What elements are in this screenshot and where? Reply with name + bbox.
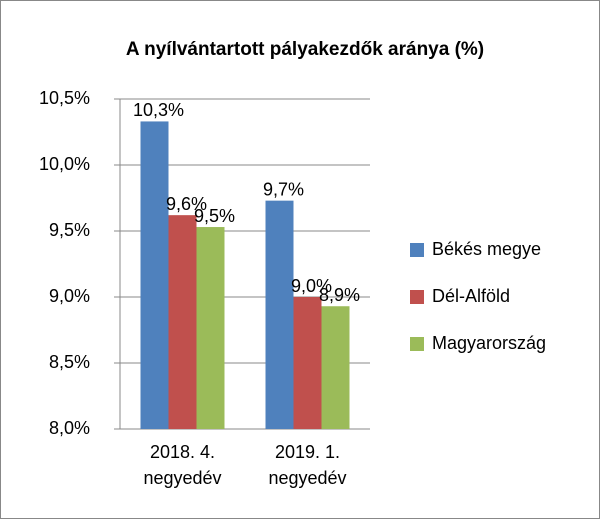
legend-label: Békés megye: [432, 239, 541, 259]
legend-swatch: [410, 337, 424, 351]
y-tick-label: 10,5%: [39, 88, 90, 108]
value-label: 9,7%: [263, 179, 304, 199]
value-label: 9,0%: [291, 276, 332, 296]
bar: [140, 121, 169, 429]
y-tick-label: 8,5%: [49, 352, 90, 372]
bar: [321, 306, 350, 429]
y-tick-label: 9,0%: [49, 286, 90, 306]
bar: [265, 200, 294, 429]
chart-title: A nyílvántartott pályakezdők aránya (%): [126, 39, 484, 60]
y-tick-label: 8,0%: [49, 418, 90, 438]
legend-label: Magyarország: [432, 333, 546, 353]
x-tick-label: 2019. 1. negyedév: [268, 442, 347, 488]
value-label: 10,3%: [133, 100, 184, 120]
value-label: 8,9%: [319, 285, 360, 305]
x-tick-label: 2018. 4. negyedév: [143, 442, 222, 488]
y-tick-label: 10,0%: [39, 154, 90, 174]
value-label: 9,6%: [166, 194, 207, 214]
y-tick-label: 9,5%: [49, 220, 90, 240]
bar: [293, 297, 322, 429]
bar: [168, 215, 197, 429]
value-label: 9,5%: [194, 206, 235, 226]
bar: [196, 227, 225, 429]
legend-swatch: [410, 290, 424, 304]
legend-swatch: [410, 243, 424, 257]
legend-label: Dél-Alföld: [432, 286, 510, 306]
